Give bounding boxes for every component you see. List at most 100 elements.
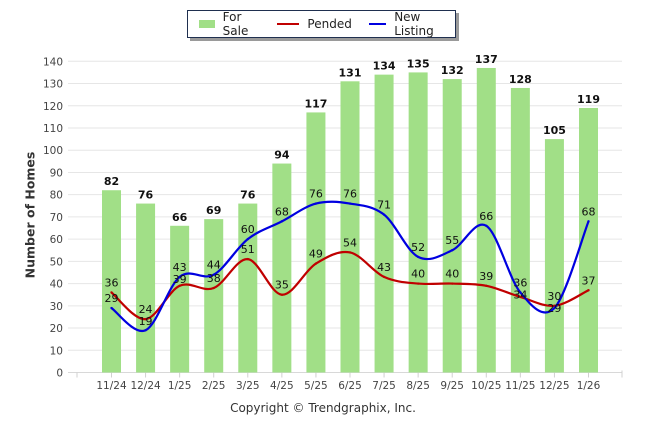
bar-for-sale (238, 203, 258, 373)
point-label-pended: 37 (582, 274, 596, 287)
point-new-listing (348, 202, 352, 205)
y-tick-label: 10 (50, 345, 63, 357)
x-tick-label: 2/25 (202, 380, 226, 392)
bar-value-label: 76 (240, 189, 256, 202)
point-label-new-listing: 52 (411, 241, 425, 254)
point-label-pended: 49 (309, 248, 323, 261)
point-label-pended: 40 (411, 268, 425, 281)
bar-for-sale (374, 74, 394, 373)
x-tick-label: 9/25 (440, 380, 464, 392)
point-label-pended: 43 (377, 261, 391, 274)
point-new-listing (178, 275, 181, 279)
y-tick-label: 30 (50, 301, 63, 313)
point-label-pended: 38 (207, 272, 221, 285)
y-tick-label: 20 (50, 323, 63, 335)
bar-for-sale (442, 79, 462, 373)
point-label-new-listing: 76 (309, 188, 323, 201)
y-tick-label: 100 (43, 145, 63, 157)
point-new-listing (144, 329, 147, 332)
point-pended (348, 251, 352, 254)
point-label-new-listing: 44 (207, 259, 221, 272)
legend-item-pended[interactable]: Pended (277, 17, 352, 31)
point-label-pended: 35 (275, 279, 289, 292)
point-label-new-listing: 29 (105, 292, 119, 305)
y-tick-label: 70 (50, 212, 63, 224)
bar-value-label: 66 (172, 211, 188, 224)
point-label-pended: 54 (343, 236, 357, 249)
x-tick-label: 11/25 (505, 380, 535, 392)
y-axis-title: Number of Homes (22, 151, 38, 279)
bar-value-label: 105 (543, 124, 566, 137)
y-tick-label: 60 (50, 234, 63, 246)
point-label-new-listing: 43 (173, 261, 187, 274)
for-sale-swatch-icon (199, 20, 215, 28)
point-label-pended: 36 (105, 276, 119, 289)
point-pended (382, 275, 386, 279)
x-tick-label: 10/25 (471, 380, 501, 392)
point-new-listing (110, 306, 113, 310)
copyright-text: Copyright © Trendgraphix, Inc. (230, 401, 416, 415)
for-sale-bars (102, 67, 598, 373)
point-new-listing (451, 249, 454, 252)
point-label-new-listing: 19 (139, 315, 153, 328)
point-label-new-listing: 36 (513, 276, 527, 289)
point-label-new-listing: 66 (479, 210, 493, 223)
point-pended (178, 284, 181, 288)
bar-for-sale (579, 107, 598, 373)
point-new-listing (280, 220, 284, 223)
point-label-pended: 51 (241, 243, 255, 256)
bar-for-sale (544, 139, 564, 373)
x-tick-label: 1/26 (577, 380, 601, 392)
new-listing-line-swatch-icon (368, 23, 387, 25)
bar-value-label: 119 (577, 93, 600, 106)
legend: For Sale Pended New Listing (187, 10, 456, 38)
point-pended (144, 317, 147, 321)
point-label-new-listing: 60 (241, 223, 255, 236)
y-tick-label: 130 (43, 79, 63, 91)
bar-value-label: 82 (104, 175, 119, 188)
point-new-listing (382, 213, 386, 216)
bar-value-label: 117 (304, 97, 327, 110)
point-label-pended: 39 (173, 273, 187, 286)
point-pended (587, 289, 590, 292)
point-new-listing (485, 224, 488, 227)
point-label-pended: 30 (547, 290, 561, 303)
legend-item-new-listing[interactable]: New Listing (368, 10, 449, 38)
pended-line-swatch-icon (277, 23, 300, 25)
point-new-listing (553, 306, 556, 310)
legend-item-for-sale[interactable]: For Sale (199, 10, 260, 38)
point-label-new-listing: 68 (582, 205, 596, 218)
y-axis: 0 10 20 30 40 50 60 70 80 90 100 110 120 130 140 (43, 56, 63, 379)
point-pended (314, 262, 318, 265)
point-label-new-listing: 68 (275, 205, 289, 218)
point-new-listing (416, 255, 420, 259)
point-label-pended: 34 (513, 288, 527, 301)
x-tick-label: 6/25 (338, 380, 362, 392)
point-new-listing (587, 220, 590, 223)
point-new-listing (212, 273, 215, 276)
bar-value-label: 137 (475, 53, 498, 66)
x-tick-label: 12/25 (539, 380, 569, 392)
x-axis: 11/24 12/24 1/25 2/25 3/25 4/25 5/25 6/25 7/25 8/… (76, 370, 623, 392)
bar-for-sale (306, 112, 326, 373)
x-tick-label: 4/25 (270, 380, 294, 392)
bar-value-label: 128 (509, 73, 532, 86)
bar-for-sale (272, 163, 292, 373)
point-label-new-listing: 76 (343, 188, 357, 201)
y-tick-label: 40 (50, 279, 63, 291)
point-pended (280, 293, 284, 296)
bar-value-label: 134 (373, 60, 396, 73)
point-pended (416, 282, 420, 285)
bar-value-label: 135 (407, 57, 430, 70)
point-pended (519, 295, 522, 299)
bar-for-sale (102, 190, 121, 373)
point-pended (485, 284, 488, 288)
bar-for-sale (204, 219, 224, 373)
legend-label: Pended (307, 17, 352, 31)
x-tick-label: 12/24 (130, 380, 161, 392)
point-pended (451, 282, 454, 285)
x-tick-label: 1/25 (168, 380, 192, 392)
point-pended (212, 286, 215, 290)
legend-label: For Sale (222, 10, 249, 38)
